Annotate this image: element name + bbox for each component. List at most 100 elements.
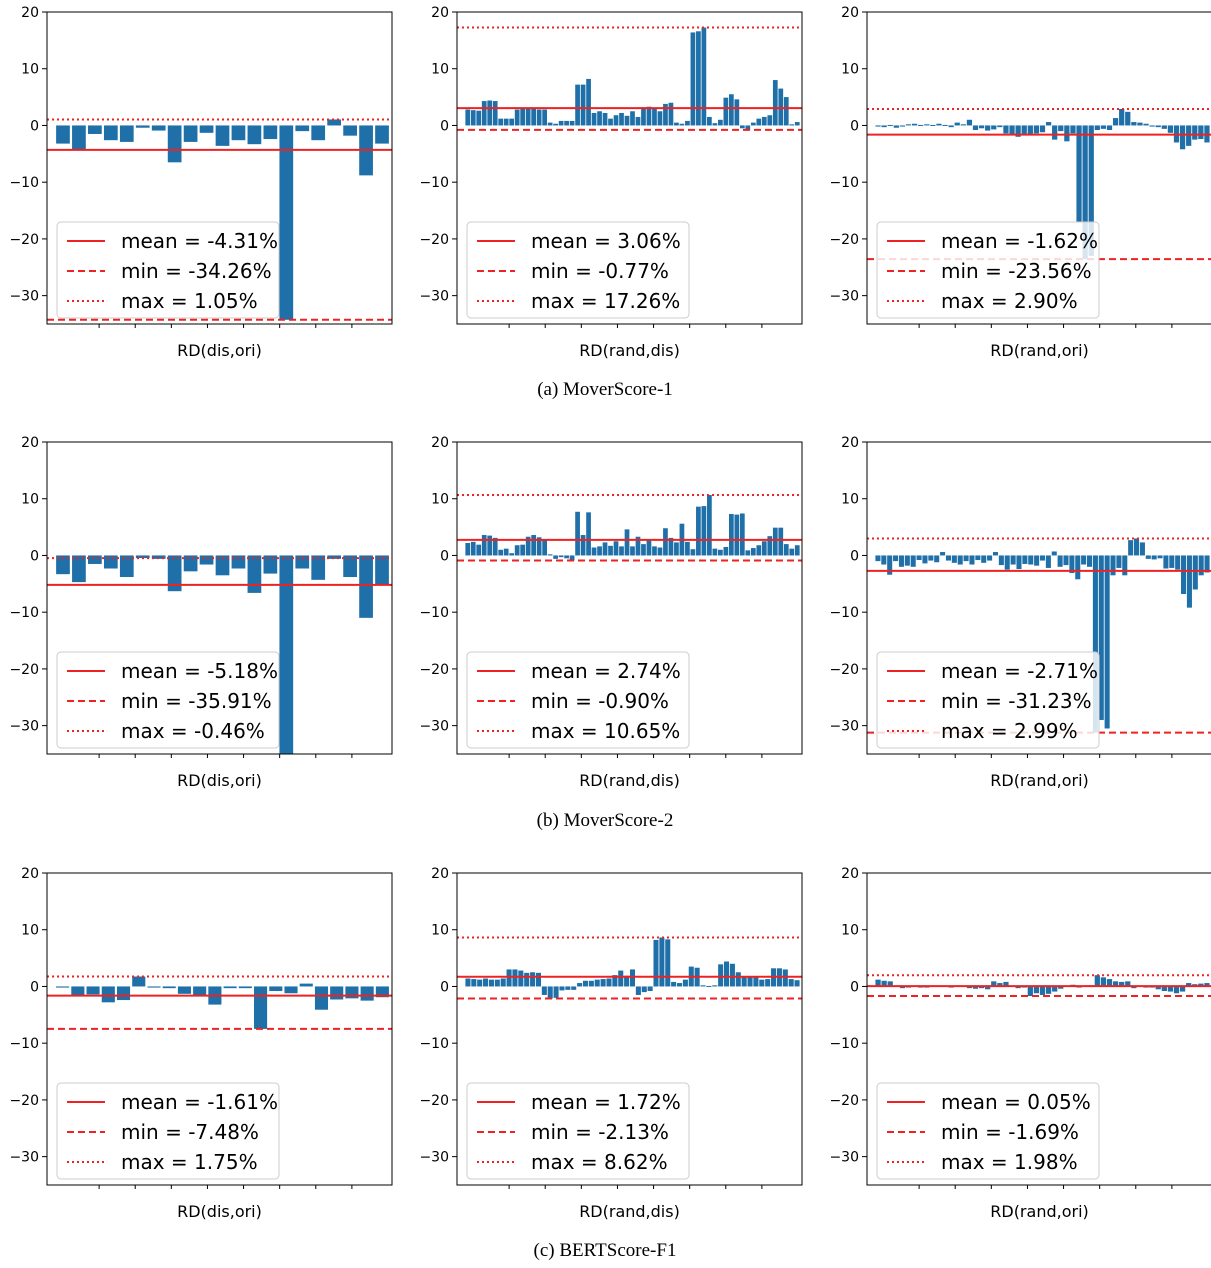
bar	[56, 986, 70, 988]
bar	[930, 124, 936, 126]
x-axis-label: RD(dis,ori)	[177, 1202, 262, 1221]
bar	[1045, 555, 1051, 568]
y-tick-label: 10	[841, 62, 859, 78]
bar	[1119, 109, 1125, 126]
bar	[520, 544, 526, 556]
bar	[772, 80, 778, 126]
bar	[1198, 125, 1204, 140]
bar	[729, 963, 735, 987]
bar	[1100, 977, 1107, 987]
bar	[470, 541, 476, 556]
reference-lines	[457, 26, 802, 131]
bar	[375, 555, 389, 585]
legend: mean = -4.31% min = -34.26% max = 1.05%	[56, 221, 280, 319]
panel-5: 20 10 0 −10 −20 −30 RD(rand,dis) mean = 2.74% mi…	[419, 435, 803, 790]
legend-max-label: max = 1.75%	[121, 1150, 258, 1174]
y-tick-label: −30	[9, 719, 39, 735]
y-tick-label: −10	[419, 1036, 449, 1052]
legend: mean = -1.62% min = -23.56% max = 2.90%	[876, 221, 1100, 319]
legend-mean-label: mean = 0.05%	[941, 1090, 1091, 1114]
bar	[1052, 986, 1058, 992]
bar	[494, 979, 500, 987]
bar	[911, 123, 918, 126]
bar	[635, 986, 641, 995]
bar	[739, 513, 745, 556]
bar	[619, 546, 624, 556]
bar	[1094, 125, 1100, 130]
legend-box	[56, 1082, 280, 1180]
bar	[600, 979, 606, 987]
bar	[1028, 555, 1034, 565]
bar	[1116, 555, 1122, 568]
bar	[345, 986, 359, 999]
axes-frame	[866, 441, 1211, 755]
y-tick-label: 0	[440, 979, 449, 995]
bar	[1173, 986, 1180, 994]
bar	[998, 555, 1004, 566]
legend-max-label: max = -0.46%	[121, 719, 265, 743]
bar	[530, 972, 536, 987]
bar	[231, 555, 246, 569]
bar	[887, 981, 893, 987]
bar	[789, 124, 795, 126]
bar	[88, 555, 102, 564]
bar	[135, 125, 150, 128]
bar	[718, 549, 723, 556]
x-axis-label: RD(rand,dis)	[579, 771, 680, 790]
bar	[488, 979, 494, 987]
bar	[535, 972, 541, 987]
bar	[509, 553, 515, 556]
axes-frame	[866, 872, 1211, 1186]
y-tick-label: 20	[21, 866, 39, 882]
axes-frame	[46, 441, 393, 755]
bar	[606, 978, 612, 987]
bar	[223, 986, 237, 989]
bar	[547, 986, 553, 999]
reference-lines	[457, 494, 802, 562]
bar	[794, 980, 800, 987]
bar	[1112, 981, 1119, 987]
y-tick-label: 0	[440, 118, 449, 134]
bars	[56, 119, 389, 320]
bar	[1169, 555, 1175, 568]
bar	[553, 123, 558, 126]
bar	[470, 110, 476, 126]
x-axis-label: RD(rand,dis)	[579, 1202, 680, 1221]
bar	[263, 125, 278, 140]
bar	[553, 555, 558, 559]
bar	[577, 983, 583, 987]
legend-max-label: max = 2.90%	[941, 289, 1078, 313]
bar	[311, 555, 326, 580]
legend-mean-label: mean = -4.31%	[121, 229, 278, 253]
bar	[707, 116, 712, 126]
bar	[663, 103, 668, 126]
bar	[375, 986, 389, 998]
bar	[728, 94, 734, 126]
bar	[875, 979, 881, 987]
legend-box	[466, 1082, 690, 1180]
y-tick-label: −30	[419, 719, 449, 735]
bar	[750, 122, 756, 126]
bar	[1179, 125, 1186, 150]
bar	[1081, 555, 1087, 565]
bar	[465, 109, 471, 126]
y-tick-label: −20	[9, 232, 39, 248]
bar	[761, 541, 767, 556]
bar	[630, 546, 635, 556]
bar	[712, 123, 718, 126]
bar	[1051, 551, 1057, 556]
bar	[657, 111, 663, 126]
bar	[1069, 555, 1075, 574]
y-tick-label: −30	[829, 719, 859, 735]
bar	[1131, 986, 1137, 989]
bar	[542, 539, 547, 556]
bar	[1075, 555, 1081, 580]
y-tick-label: 0	[30, 548, 39, 564]
legend-min-label: min = -35.91%	[121, 689, 272, 713]
reference-lines	[47, 557, 392, 586]
bar	[279, 125, 294, 320]
bar	[1167, 986, 1174, 992]
bar	[635, 116, 641, 126]
bar	[492, 537, 498, 556]
